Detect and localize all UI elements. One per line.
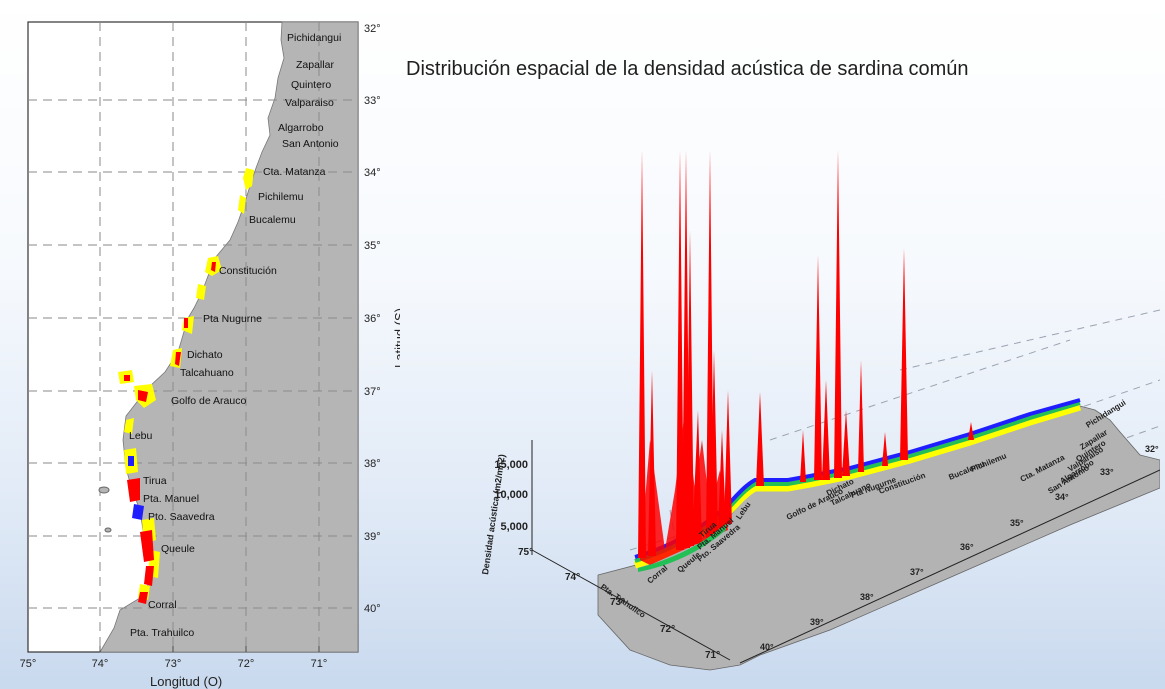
place-label: Cta. Matanza <box>263 166 326 178</box>
place-label: Quintero <box>291 79 331 91</box>
frame-ticks <box>27 646 320 652</box>
place-label: Corral <box>148 599 177 611</box>
island <box>104 527 112 533</box>
y-tick-label: 39° <box>364 531 381 543</box>
y-tick-label: 34° <box>364 167 381 179</box>
x-axis-label: Longitud (O) <box>150 674 222 689</box>
place-label: Algarrobo <box>278 122 324 134</box>
lon-tick-label: 75° <box>518 547 533 558</box>
place-label: Queule <box>161 543 195 555</box>
y-tick-label: 35° <box>364 240 381 252</box>
z-tick-label: 15,000 <box>494 459 528 471</box>
coastline-map: 75° 74° 73° 72° 71° 32° 33° 34° 35° 36° … <box>20 21 400 689</box>
lat-tick-label: 32° <box>1145 444 1159 454</box>
place-label: Pichidangui <box>287 32 341 44</box>
lon-tick-label: 71° <box>705 650 720 661</box>
lon-tick-label: 72° <box>660 624 675 635</box>
place-label: Constitución <box>219 265 277 277</box>
place-label: Talcahuano <box>180 367 234 379</box>
lon-axis <box>531 549 731 661</box>
place-label: Valparaiso <box>285 97 334 109</box>
place-label: Lebu <box>129 430 153 442</box>
x-tick-label: 72° <box>238 658 255 670</box>
z-tick-label: 5,000 <box>500 521 528 533</box>
place-label: San Antonio <box>282 138 339 150</box>
lat-tick-label: 38° <box>860 592 874 602</box>
lon-tick-label: 74° <box>565 572 580 583</box>
lat-tick-label: 36° <box>960 542 974 552</box>
spike-cluster <box>640 410 728 565</box>
place-label: Pta. Trahuilco <box>130 627 194 639</box>
x-tick-label: 75° <box>20 658 37 670</box>
lat-tick-label: 37° <box>910 567 924 577</box>
y-tick-label: 37° <box>364 386 381 398</box>
lat-axis <box>739 469 1160 664</box>
lat-tick-label: 40° <box>760 642 774 652</box>
x-tick-label: 71° <box>311 658 328 670</box>
place-label: Golfo de Arauco <box>171 395 246 407</box>
lat-tick-label: 34° <box>1055 492 1069 502</box>
place-label: Pta Nugurne <box>203 313 262 325</box>
y-axis-label: Latitud (S) <box>392 308 400 368</box>
x-tick-label: 74° <box>92 658 109 670</box>
island <box>98 486 110 494</box>
y-tick-label: 32° <box>364 23 381 35</box>
z-axis-label: Densidad acústica (m2/mn2) <box>480 454 507 576</box>
place-label: Pta. Manuel <box>143 493 199 505</box>
density-patches <box>118 168 254 604</box>
place-label: Pto. Saavedra <box>148 511 215 523</box>
place-label: Bucalemu <box>249 214 296 226</box>
y-tick-label: 40° <box>364 603 381 615</box>
place-label: Zapallar <box>296 59 334 71</box>
lat-tick-label: 35° <box>1010 518 1024 528</box>
lat-tick-label: 33° <box>1100 467 1114 477</box>
x-tick-label: 73° <box>165 658 182 670</box>
density-3d-plot: 15,000 10,000 5,000 Densidad acústica (m… <box>480 150 1160 671</box>
place-label: Dichato <box>187 349 223 361</box>
y-tick-label: 36° <box>364 313 381 325</box>
y-tick-label: 33° <box>364 95 381 107</box>
figure-title: Distribución espacial de la densidad acú… <box>406 58 969 80</box>
spike-base <box>638 524 726 572</box>
lon-tick-label: 73° <box>610 597 625 608</box>
place-label: Pichilemu <box>258 191 304 203</box>
place-label: Tirua <box>143 475 167 487</box>
y-tick-label: 38° <box>364 458 381 470</box>
lat-tick-label: 39° <box>810 617 824 627</box>
z-tick-label: 10,000 <box>494 489 528 501</box>
